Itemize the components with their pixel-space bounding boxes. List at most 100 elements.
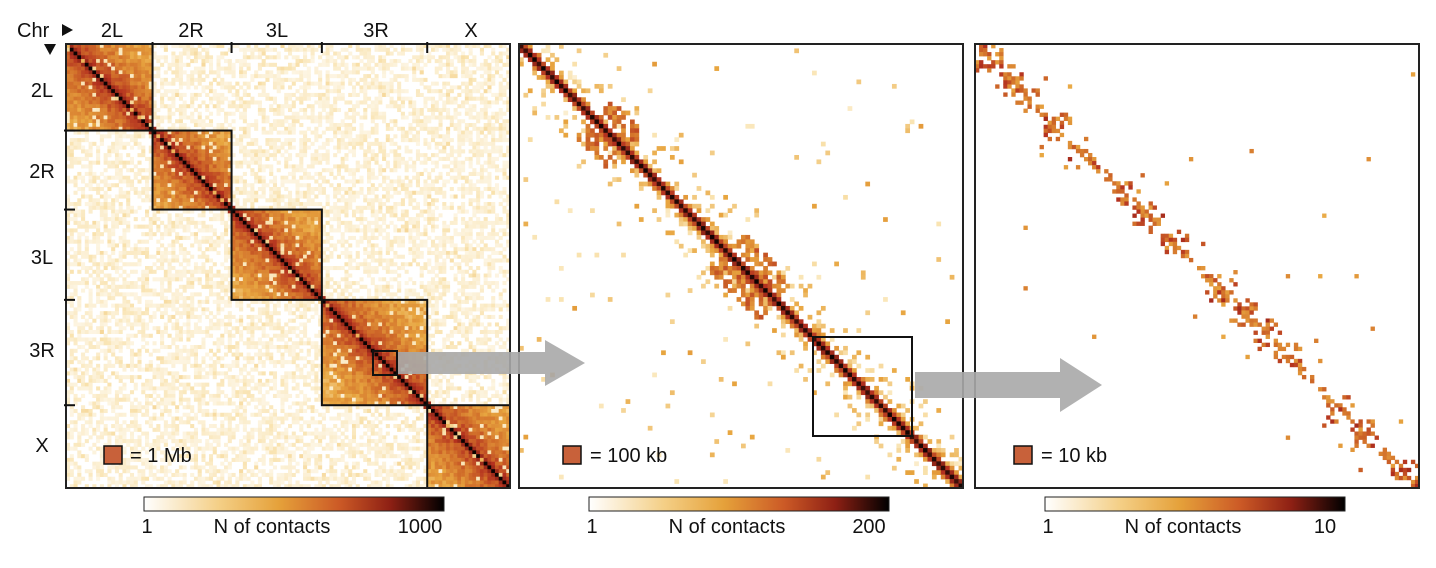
heatmap-cell [299,183,304,188]
heatmap-cell [220,77,225,82]
heatmap-cell [430,130,436,135]
heatmap-cell [145,247,150,252]
heatmap-cell [145,92,150,97]
heatmap-cell [186,44,191,49]
heatmap-cell [178,224,183,229]
heatmap-cell [66,258,71,263]
heatmap-cell [423,141,428,146]
heatmap-cell [269,205,274,210]
heatmap-cell [178,81,183,86]
heatmap-cell [295,235,300,240]
heatmap-cell [178,66,183,71]
heatmap-cell [355,209,360,214]
heatmap-cell [310,273,315,278]
heatmap-cell [88,62,93,67]
heatmap-cell [69,111,74,116]
heatmap-cell [107,123,112,128]
heatmap-cell [415,179,420,184]
heatmap-cell [92,160,97,165]
heatmap-cell [167,145,172,150]
heatmap-cell [261,85,266,90]
heatmap-cell [242,119,247,124]
heatmap-cell [419,51,424,56]
heatmap-cell [374,100,379,105]
heatmap-cell [479,100,484,105]
heatmap-cell [160,175,165,180]
heatmap-cell [340,243,345,248]
heatmap-cell [88,70,93,75]
heatmap-cell [288,198,293,203]
heatmap-cell [261,281,266,286]
heatmap-cell [494,149,500,154]
heatmap-cell [242,288,247,293]
heatmap-cell [66,81,71,86]
heatmap-cell [175,239,180,244]
heatmap-cell [400,100,405,105]
heatmap-cell [126,47,131,52]
heatmap-cell [118,66,123,71]
heatmap-cell [276,145,281,150]
heatmap-cell [329,119,334,124]
heatmap-cell [438,186,443,192]
heatmap-cell [280,194,285,199]
heatmap-cell [107,186,112,192]
heatmap-cell [269,266,274,271]
heatmap-cell [193,224,198,229]
heatmap-cell [363,235,368,240]
heatmap-cell [367,243,372,248]
heatmap-cell [129,85,135,90]
heatmap-cell [73,62,78,67]
heatmap-cell [325,92,330,97]
heatmap-cell [178,153,183,158]
heatmap-cell [81,175,86,180]
heatmap-cell [126,239,131,244]
heatmap-cell [126,115,131,120]
heatmap-cell [99,213,104,218]
heatmap-cell [88,100,93,105]
heatmap-cell [276,119,281,124]
heatmap-cell [502,175,507,180]
heatmap-cell [212,284,217,289]
heatmap-cell [224,205,229,210]
heatmap-cell [129,250,135,256]
heatmap-cell [235,277,240,282]
heatmap-cell [114,217,119,222]
heatmap-cell [182,273,187,278]
heatmap-cell [476,209,481,214]
heatmap-cell [235,179,240,184]
heatmap-cell [430,168,436,173]
heatmap-cell [310,266,315,271]
heatmap-cell [468,104,473,109]
heatmap-cell [193,141,198,146]
heatmap-cell [427,55,432,60]
heatmap-cell [186,277,191,282]
heatmap-cell [111,130,116,135]
heatmap-cell [479,284,484,289]
heatmap-cell [472,44,477,49]
heatmap-cell [190,149,195,154]
heatmap-cell [111,44,116,49]
heatmap-cell [178,205,183,210]
heatmap-cell [84,250,89,256]
heatmap-cell [186,138,191,143]
heatmap-cell [77,47,82,52]
heatmap-cell [483,281,488,286]
heatmap-cell [167,202,172,207]
heatmap-cell [175,179,180,184]
heatmap-cell [118,126,123,131]
heatmap-cell [389,141,394,146]
heatmap-cell [288,273,293,278]
heatmap-cell [242,277,247,282]
heatmap-cell [494,66,500,71]
heatmap-cell [69,115,74,120]
heatmap-cell [382,228,387,233]
heatmap-cell [92,198,97,203]
heatmap-cell [208,160,214,165]
heatmap-cell [99,269,104,274]
heatmap-cell [400,235,405,240]
heatmap-cell [133,284,138,289]
heatmap-cell [479,194,484,199]
heatmap-cell [269,138,274,143]
heatmap-cell [329,168,334,173]
heatmap-cell [370,277,375,282]
